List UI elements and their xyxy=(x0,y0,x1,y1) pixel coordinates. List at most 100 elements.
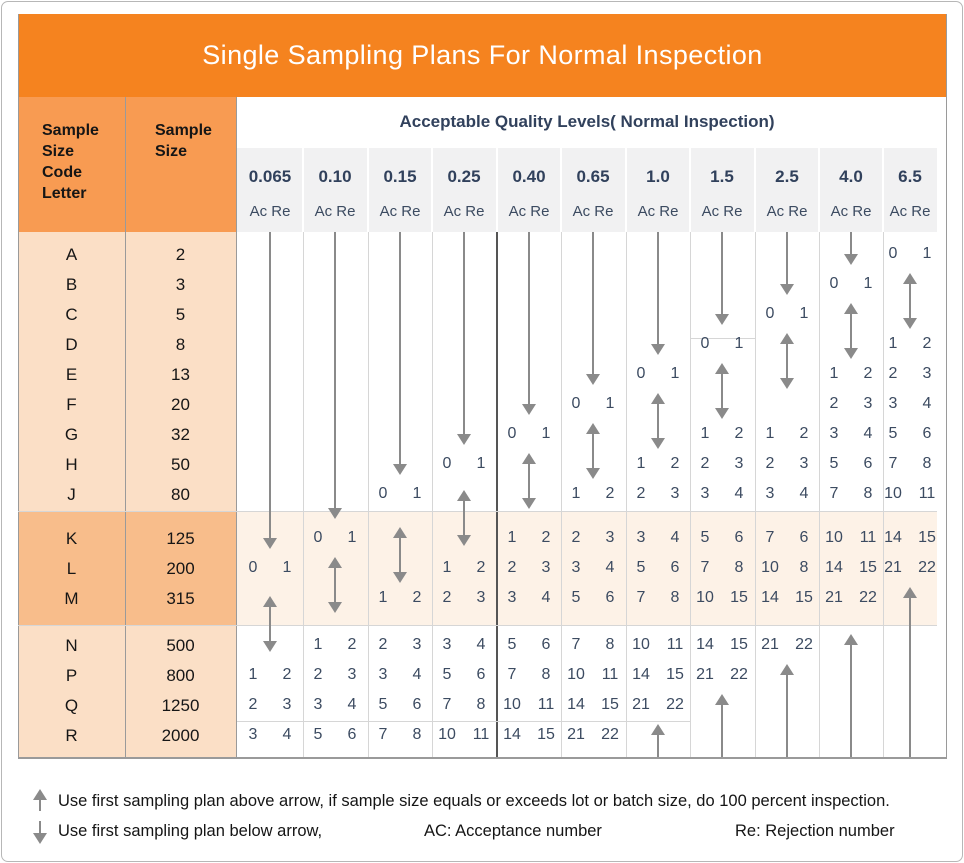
arrow-shaft xyxy=(721,372,723,410)
cell-number: 3 xyxy=(829,425,839,442)
cell-number: 1 xyxy=(476,455,486,472)
cell-number: 6 xyxy=(734,529,744,546)
arrow-shaft xyxy=(786,674,788,757)
cell-number: 14 xyxy=(761,589,779,606)
acre-label: Ac Re xyxy=(572,203,614,220)
down-arrow-icon xyxy=(780,378,794,389)
cell-number: 10 xyxy=(567,666,585,683)
cell-number: 0 xyxy=(442,455,452,472)
up-arrow-icon xyxy=(844,303,858,314)
cell-value: 14 15 xyxy=(496,726,562,744)
down-arrow-icon xyxy=(328,602,342,613)
cell-number: 21 xyxy=(632,696,650,713)
down-arrow-icon xyxy=(651,344,665,355)
legend-up-arrow-icon xyxy=(39,797,41,811)
cell-number: 0 xyxy=(507,425,517,442)
cell-number: 2 xyxy=(282,666,292,683)
cell-number: 14 xyxy=(503,726,521,743)
column-separator xyxy=(561,232,562,757)
legend-down-note: Use first sampling plan below arrow, xyxy=(58,822,323,840)
cell-number: 4 xyxy=(863,425,873,442)
arrow-shaft xyxy=(850,644,852,757)
cell-value: 21 22 xyxy=(625,696,691,714)
aql-label: 0.25 xyxy=(447,167,481,186)
cell-number: 6 xyxy=(670,559,680,576)
cell-number: 3 xyxy=(700,485,710,502)
cell-number: 6 xyxy=(347,726,357,743)
arrow-shaft xyxy=(657,232,659,345)
cell-number: 4 xyxy=(476,636,486,653)
row-size: 800 xyxy=(166,666,195,685)
cell-value: 21 22 xyxy=(754,636,820,654)
cell-number: 3 xyxy=(248,726,258,743)
acre-label: Ac Re xyxy=(889,203,931,220)
cell-number: 3 xyxy=(605,529,615,546)
cell-number: 7 xyxy=(888,455,898,472)
cell-number: 0 xyxy=(700,335,710,352)
down-arrow-icon xyxy=(651,438,665,449)
strip-separator xyxy=(818,148,820,232)
acre-label: Ac Re xyxy=(249,203,291,220)
cell-number: 0 xyxy=(313,529,323,546)
strip-separator xyxy=(689,148,691,232)
down-arrow-icon xyxy=(522,498,536,509)
header-cell-sample-size xyxy=(125,97,236,232)
column-separator xyxy=(303,232,304,757)
arrow-shaft xyxy=(528,462,530,500)
cell-number: 8 xyxy=(412,726,422,743)
cell-number: 3 xyxy=(282,696,292,713)
cell-number: 8 xyxy=(541,666,551,683)
down-arrow-icon xyxy=(715,408,729,419)
arrow-shaft xyxy=(786,232,788,285)
section-line xyxy=(18,511,937,512)
cell-number: 11 xyxy=(666,636,684,653)
down-arrow-icon xyxy=(457,434,471,445)
step-line xyxy=(237,721,690,722)
cell-number: 2 xyxy=(313,666,323,683)
down-arrow-icon xyxy=(522,404,536,415)
cell-number: 22 xyxy=(601,726,619,743)
cell-number: 14 xyxy=(825,559,843,576)
cell-number: 3 xyxy=(378,666,388,683)
up-arrow-icon xyxy=(844,634,858,645)
cell-number: 7 xyxy=(636,589,646,606)
cell-number: 6 xyxy=(922,425,932,442)
cell-number: 3 xyxy=(476,589,486,606)
aql-label: 0.10 xyxy=(318,167,352,186)
cell-number: 3 xyxy=(670,485,680,502)
cell-number: 8 xyxy=(605,636,615,653)
cell-number: 6 xyxy=(541,636,551,653)
row-letter: K xyxy=(65,529,78,548)
aql-label: 1.5 xyxy=(710,167,734,186)
row-block-n-r xyxy=(18,625,236,757)
arrow-shaft xyxy=(399,232,401,465)
cell-number: 15 xyxy=(666,666,684,683)
down-arrow-icon xyxy=(393,464,407,475)
cell-value: 14 15 xyxy=(877,529,943,547)
cell-number: 1 xyxy=(670,365,680,382)
cell-number: 3 xyxy=(922,365,932,382)
cell-number: 0 xyxy=(636,365,646,382)
strip-separator xyxy=(624,148,627,232)
aql-label: 0.40 xyxy=(512,167,546,186)
row-letter: A xyxy=(65,245,78,264)
col-divider xyxy=(125,97,126,757)
column-separator xyxy=(432,232,433,757)
table-right-border xyxy=(946,14,947,757)
cell-number: 1 xyxy=(829,365,839,382)
